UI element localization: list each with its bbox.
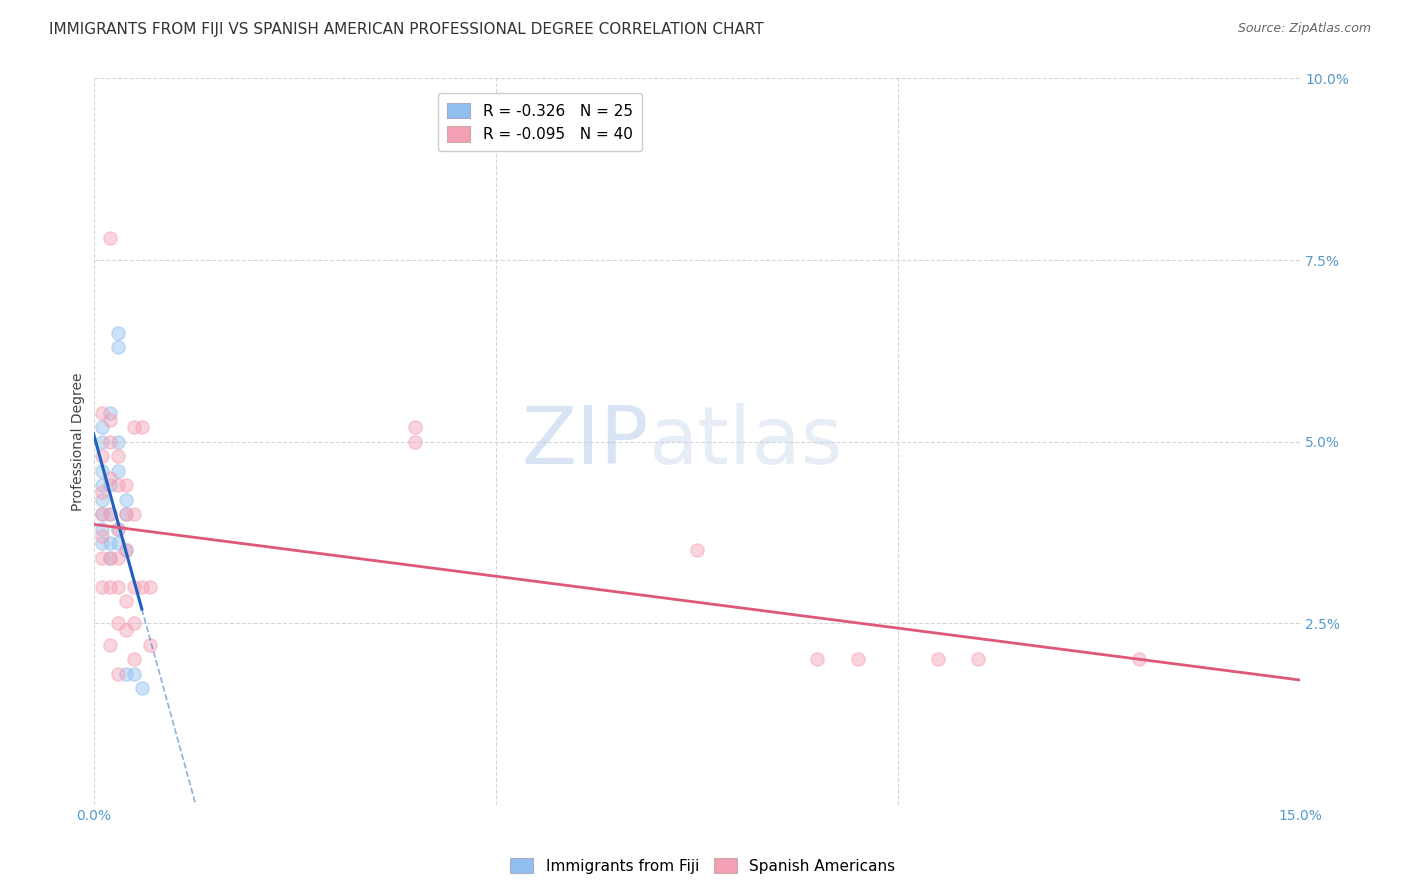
Point <box>114 543 136 558</box>
Point <box>114 507 136 521</box>
Point <box>806 652 828 666</box>
Point <box>90 449 112 463</box>
Point <box>114 624 136 638</box>
Point <box>107 616 129 631</box>
Point <box>107 478 129 492</box>
Point <box>98 434 121 449</box>
Point <box>131 580 153 594</box>
Point <box>90 507 112 521</box>
Point <box>107 449 129 463</box>
Text: IMMIGRANTS FROM FIJI VS SPANISH AMERICAN PROFESSIONAL DEGREE CORRELATION CHART: IMMIGRANTS FROM FIJI VS SPANISH AMERICAN… <box>49 22 763 37</box>
Point <box>98 550 121 565</box>
Point <box>122 420 145 434</box>
Point <box>114 543 136 558</box>
Point <box>90 485 112 500</box>
Point <box>90 464 112 478</box>
Point <box>131 681 153 696</box>
Point <box>131 420 153 434</box>
Point <box>114 478 136 492</box>
Point <box>90 550 112 565</box>
Point <box>122 667 145 681</box>
Point <box>90 536 112 550</box>
Point <box>98 550 121 565</box>
Point <box>686 543 709 558</box>
Point <box>114 507 136 521</box>
Point <box>107 550 129 565</box>
Point <box>107 522 129 536</box>
Point <box>98 478 121 492</box>
Point <box>107 340 129 354</box>
Point <box>98 507 121 521</box>
Point <box>107 434 129 449</box>
Point <box>90 420 112 434</box>
Point <box>98 580 121 594</box>
Point <box>122 507 145 521</box>
Point <box>107 522 129 536</box>
Point <box>98 231 121 245</box>
Point <box>114 667 136 681</box>
Point <box>1128 652 1150 666</box>
Point <box>90 405 112 419</box>
Point <box>139 580 162 594</box>
Point <box>90 492 112 507</box>
Point <box>114 594 136 608</box>
Point <box>98 638 121 652</box>
Point <box>846 652 869 666</box>
Point <box>122 580 145 594</box>
Point <box>404 420 426 434</box>
Point <box>107 580 129 594</box>
Point <box>98 536 121 550</box>
Point <box>90 529 112 543</box>
Point <box>98 471 121 485</box>
Point <box>90 434 112 449</box>
Point <box>139 638 162 652</box>
Legend: Immigrants from Fiji, Spanish Americans: Immigrants from Fiji, Spanish Americans <box>505 852 901 880</box>
Point <box>122 652 145 666</box>
Point <box>404 434 426 449</box>
Point <box>90 522 112 536</box>
Text: Source: ZipAtlas.com: Source: ZipAtlas.com <box>1237 22 1371 36</box>
Point <box>107 464 129 478</box>
Y-axis label: Professional Degree: Professional Degree <box>72 372 86 511</box>
Point <box>90 507 112 521</box>
Point <box>90 478 112 492</box>
Point <box>98 405 121 419</box>
Point <box>98 413 121 427</box>
Point <box>927 652 949 666</box>
Point <box>98 507 121 521</box>
Point <box>107 536 129 550</box>
Point <box>90 580 112 594</box>
Point <box>122 616 145 631</box>
Point <box>967 652 990 666</box>
Point <box>107 667 129 681</box>
Text: atlas: atlas <box>648 402 844 481</box>
Legend: R = -0.326   N = 25, R = -0.095   N = 40: R = -0.326 N = 25, R = -0.095 N = 40 <box>439 94 641 152</box>
Text: ZIP: ZIP <box>522 402 648 481</box>
Point <box>107 326 129 340</box>
Point <box>114 492 136 507</box>
